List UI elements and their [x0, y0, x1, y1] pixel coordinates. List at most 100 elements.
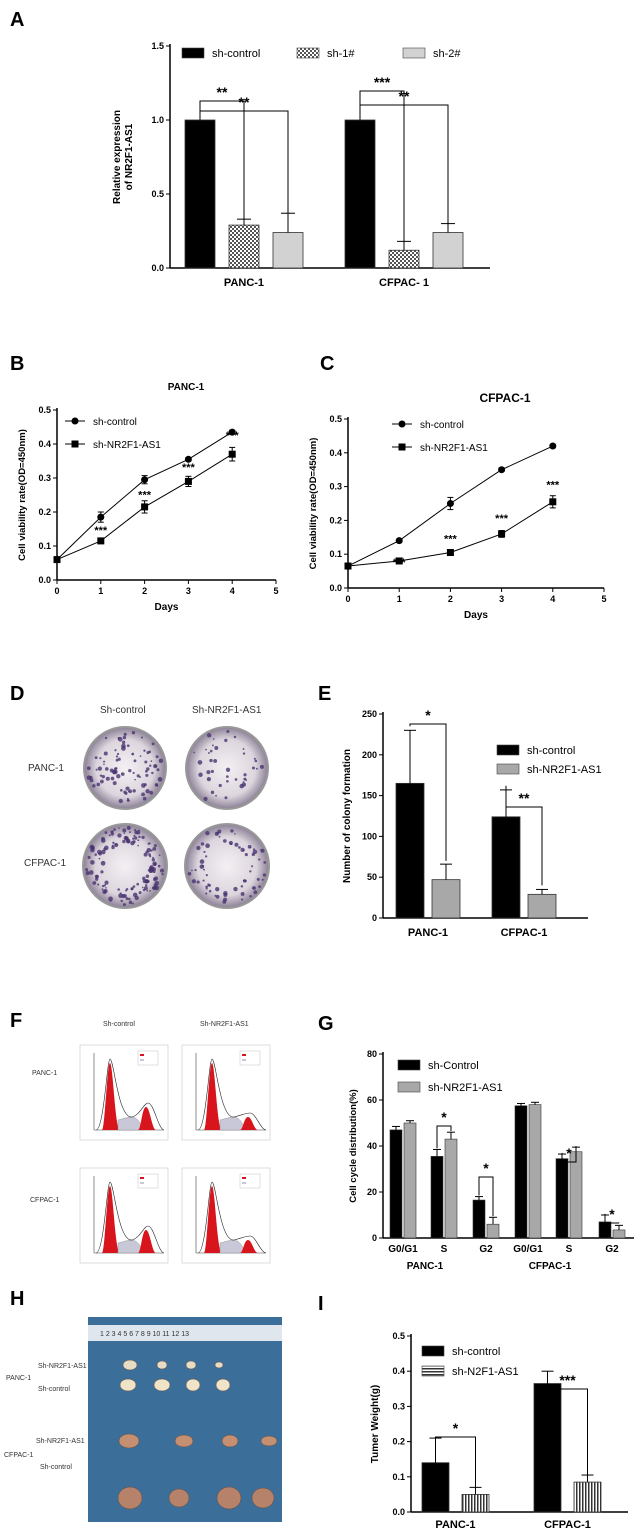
- x-tick-label: PANC-1: [224, 277, 264, 289]
- panel-letter-h: H: [10, 1288, 24, 1310]
- y-tick-label: 0.3: [329, 482, 342, 492]
- data-point: [446, 549, 454, 557]
- bar: [395, 782, 425, 919]
- significance-label: ***: [393, 557, 407, 569]
- colony-spot: [122, 828, 127, 833]
- colony-spot: [104, 767, 109, 771]
- colony-spot: [148, 750, 152, 754]
- colony-spot: [151, 771, 154, 775]
- colony-spot: [133, 834, 136, 838]
- chart-g: 0 20 40 60 80 Cell cycle distribution(%) G0/G1…: [348, 1049, 634, 1272]
- colony-spot: [94, 756, 98, 760]
- tumor-sample: [122, 1359, 138, 1371]
- legend-sh-nr2f1-label: sh-NR2F1-AS1: [93, 440, 161, 451]
- colony-spot: [148, 868, 153, 873]
- colony-spot: [139, 755, 142, 757]
- colony-spot: [247, 844, 252, 849]
- colony-spot: [94, 853, 97, 856]
- colony-spot: [134, 830, 139, 835]
- bar: [184, 119, 216, 269]
- colony-spot: [197, 760, 203, 765]
- bar: [598, 1221, 612, 1239]
- colony-spot: [138, 835, 141, 839]
- histogram-g2-peak: [138, 1230, 156, 1253]
- colony-spot: [238, 846, 241, 849]
- legend-sh-nr2f1-label: sh-NR2F1-AS1: [428, 1082, 503, 1094]
- colony-spot: [132, 789, 136, 793]
- colony-spot: [152, 846, 157, 851]
- colony-spot: [131, 752, 135, 756]
- y-tick-label: 20: [367, 1187, 377, 1197]
- data-point: [549, 442, 557, 450]
- photo-d-row1-label: PANC-1: [28, 763, 64, 774]
- x-axis-label: Days: [464, 610, 488, 621]
- bar: [573, 1481, 602, 1513]
- colony-spot: [146, 847, 152, 853]
- colony-spot: [242, 748, 245, 750]
- panel-letter-c: C: [320, 353, 334, 375]
- colony-spot: [85, 871, 90, 876]
- chart-e: 0 50 100 150 200 250 Number of colony formatio…: [342, 707, 602, 939]
- colony-spot: [158, 758, 164, 763]
- colony-spot: [149, 790, 154, 795]
- colony-spot: [101, 884, 105, 888]
- colony-spot: [118, 827, 120, 829]
- histogram-g2-peak: [240, 1117, 258, 1130]
- tumor-sample: [251, 1487, 275, 1509]
- colony-spot: [103, 751, 108, 756]
- colony-spot: [121, 893, 126, 899]
- colony-spot: [187, 871, 192, 876]
- colony-spot: [215, 886, 220, 892]
- bar: [461, 1494, 490, 1513]
- colony-spot: [102, 889, 107, 895]
- colony-spot: [225, 767, 231, 772]
- y-tick-label: 0.2: [329, 515, 342, 525]
- photo-f-row1-label: PANC-1: [32, 1070, 57, 1077]
- bar: [612, 1229, 626, 1239]
- colony-spot: [193, 751, 195, 754]
- bar: [430, 1156, 444, 1239]
- x-tick-label: S: [566, 1244, 573, 1255]
- colony-spot: [206, 776, 211, 782]
- colony-spot: [125, 786, 130, 791]
- colony-spot: [222, 839, 227, 843]
- x-tick-label: CFPAC- 1: [379, 277, 429, 289]
- colony-spot: [117, 736, 123, 742]
- colony-spot: [87, 855, 91, 859]
- colony-spot: [243, 773, 247, 777]
- legend-sh-control-swatch: [421, 1345, 445, 1357]
- y-tick-label: 0.4: [392, 1366, 405, 1376]
- colony-spot: [256, 877, 260, 881]
- y-tick-label: 0.1: [38, 541, 51, 551]
- colony-spot: [100, 870, 104, 874]
- colony-spot: [141, 835, 145, 840]
- colony-spot: [95, 768, 98, 771]
- legend-sh-control-label: sh-control: [452, 1346, 500, 1358]
- legend-sh-control-label: sh-control: [420, 420, 464, 431]
- colony-spot: [122, 839, 126, 844]
- colony-spot: [216, 831, 219, 835]
- legend-sh-control-label: sh-Control: [428, 1060, 479, 1072]
- colony-spot: [225, 775, 229, 778]
- photo-h-row2b-label: Sh-control: [40, 1464, 72, 1471]
- colony-spot: [140, 736, 143, 739]
- panel-letter-e: E: [318, 683, 331, 705]
- colony-spot: [240, 885, 244, 888]
- colony-spot: [212, 738, 215, 740]
- colony-spot: [132, 771, 135, 775]
- significance-label: ***: [495, 513, 509, 525]
- colony-spot: [207, 883, 210, 886]
- colony-spot: [210, 790, 215, 795]
- colony-spot: [155, 755, 159, 759]
- colony-spot: [131, 730, 136, 735]
- panel-letter-d: D: [10, 683, 24, 705]
- y-tick-label: 0.0: [392, 1507, 405, 1517]
- bar: [444, 1138, 458, 1239]
- significance-bracket: [199, 110, 289, 214]
- data-point: [228, 450, 236, 458]
- colony-spot: [151, 858, 155, 862]
- colony-spot: [233, 735, 237, 739]
- colony-spot: [142, 879, 147, 884]
- significance-bracket: [409, 723, 447, 861]
- bar: [272, 232, 304, 269]
